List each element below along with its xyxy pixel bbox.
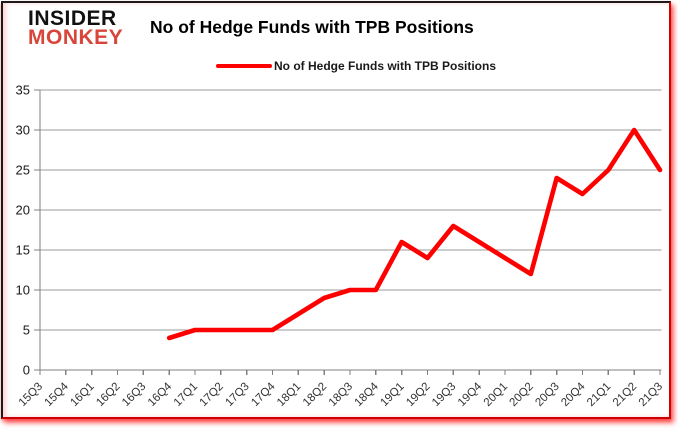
y-tick-label: 15 bbox=[16, 243, 30, 258]
y-tick-label: 20 bbox=[16, 203, 30, 218]
x-tick-label: 18Q3 bbox=[327, 381, 355, 409]
y-tick-label: 10 bbox=[16, 283, 30, 298]
x-tick-label: 21Q1 bbox=[585, 381, 613, 409]
x-tick-label: 19Q4 bbox=[456, 380, 485, 409]
x-tick-label: 20Q3 bbox=[533, 381, 561, 409]
legend-label: No of Hedge Funds with TPB Positions bbox=[274, 59, 496, 73]
x-tick-label: 16Q2 bbox=[94, 381, 122, 409]
y-axis-labels: 0 5 10 15 20 25 30 35 bbox=[16, 83, 30, 378]
axes bbox=[39, 90, 662, 371]
x-tick-label: 19Q2 bbox=[404, 381, 432, 409]
x-tick-label: 19Q3 bbox=[430, 381, 458, 409]
x-tick-label: 21Q2 bbox=[611, 381, 639, 409]
legend-line-swatch bbox=[216, 64, 272, 68]
x-tick-label: 17Q4 bbox=[249, 380, 278, 409]
x-tick-label: 18Q2 bbox=[301, 381, 329, 409]
hedge-funds-series-line bbox=[166, 127, 663, 341]
x-tick-label: 15Q4 bbox=[43, 380, 72, 409]
x-tick-label: 17Q1 bbox=[172, 381, 200, 409]
x-tick-label: 21Q3 bbox=[637, 381, 665, 409]
x-tick-label: 16Q3 bbox=[120, 381, 148, 409]
x-tick-label: 16Q4 bbox=[146, 380, 175, 409]
y-tick-label: 30 bbox=[16, 123, 30, 138]
x-tick-label: 17Q2 bbox=[198, 381, 226, 409]
gridlines bbox=[40, 89, 662, 331]
y-tick-label: 35 bbox=[16, 83, 30, 98]
legend: No of Hedge Funds with TPB Positions bbox=[34, 59, 678, 73]
logo-line-insider: INSIDER bbox=[28, 7, 117, 30]
x-tick-label: 15Q3 bbox=[17, 381, 45, 409]
x-axis-labels: 15Q315Q416Q116Q216Q316Q417Q117Q217Q317Q4… bbox=[17, 380, 665, 409]
x-tick-label: 19Q1 bbox=[378, 381, 406, 409]
x-tick-label: 16Q1 bbox=[68, 381, 96, 409]
tick-marks bbox=[34, 89, 661, 375]
x-tick-label: 17Q3 bbox=[223, 381, 251, 409]
y-tick-label: 0 bbox=[23, 363, 30, 378]
logo-line-monkey: MONKEY bbox=[28, 26, 124, 50]
x-tick-label: 18Q1 bbox=[275, 381, 303, 409]
chart-title: No of Hedge Funds with TPB Positions bbox=[150, 17, 474, 37]
y-tick-label: 25 bbox=[16, 163, 30, 178]
x-tick-label: 18Q4 bbox=[353, 380, 382, 409]
x-tick-label: 20Q2 bbox=[508, 381, 536, 409]
insider-monkey-logo: INSIDER MONKEY bbox=[28, 7, 124, 50]
x-tick-label: 20Q1 bbox=[482, 381, 510, 409]
x-tick-label: 20Q4 bbox=[559, 380, 588, 409]
y-tick-label: 5 bbox=[23, 323, 30, 338]
